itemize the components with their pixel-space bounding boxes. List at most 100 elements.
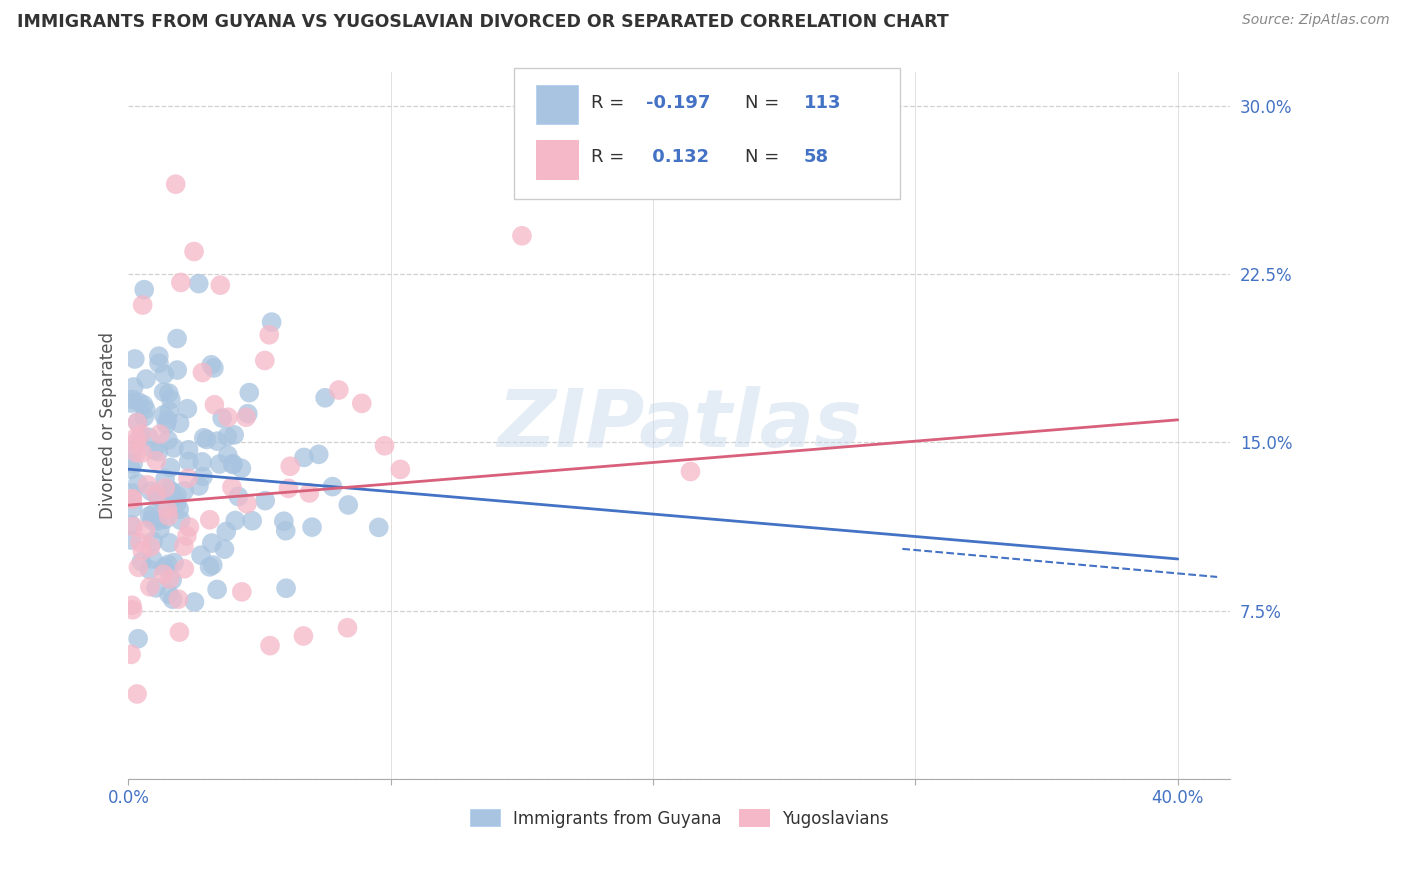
Point [121,486,143,500]
Point [162,592,184,607]
Point [328,383,350,397]
Point [146,514,169,528]
Point [200,358,222,372]
Point [127,476,149,491]
Point [131,543,153,558]
Point [301,520,323,534]
Point [217,448,239,462]
Point [122,500,145,515]
Point [367,520,389,534]
Point [209,278,232,293]
Point [139,580,162,594]
Point [153,512,176,526]
Point [148,445,170,459]
Point [138,430,160,444]
Point [129,430,152,444]
Point [177,471,200,485]
Point [292,629,315,643]
Point [167,502,190,516]
Point [125,446,148,460]
Point [122,457,145,471]
Point [135,402,157,417]
Point [231,461,253,475]
Point [193,431,215,445]
Point [160,484,183,499]
Point [187,277,209,291]
Point [156,433,179,447]
Point [120,648,142,662]
Point [145,581,167,595]
Point [169,513,191,527]
Point [336,621,359,635]
Point [337,498,360,512]
Point [298,486,321,500]
Point [198,513,221,527]
Point [149,427,172,442]
Point [679,465,702,479]
Point [157,508,180,523]
Point [208,457,231,471]
Point [215,524,238,539]
Point [131,446,153,460]
Point [235,410,257,425]
Point [183,595,205,609]
Text: 113: 113 [804,94,841,112]
Point [145,487,167,501]
Point [132,398,155,412]
Point [135,372,157,386]
Point [153,367,176,381]
Point [170,276,193,290]
Point [191,469,214,483]
Point [142,552,165,566]
Point [122,443,145,458]
Point [179,520,201,534]
Point [177,454,200,468]
Point [120,396,142,410]
Point [204,398,226,412]
Point [231,585,253,599]
Point [374,439,396,453]
Point [191,455,214,469]
Point [139,540,162,554]
Point [159,483,181,497]
Point [236,407,259,421]
Point [274,581,297,595]
Point [156,413,179,427]
Point [145,454,167,468]
Point [188,479,211,493]
Point [176,401,198,416]
Point [121,599,143,613]
FancyBboxPatch shape [515,69,900,199]
Point [121,392,143,407]
Point [127,632,149,646]
Point [125,430,148,444]
Point [138,563,160,577]
Point [163,556,186,570]
Legend: Immigrants from Guyana, Yugoslavians: Immigrants from Guyana, Yugoslavians [464,803,896,834]
Point [202,361,225,376]
Point [157,404,180,418]
Text: R =: R = [591,148,624,167]
Point [176,529,198,543]
Bar [536,86,578,124]
Point [195,433,218,447]
Point [166,496,188,510]
Text: Source: ZipAtlas.com: Source: ZipAtlas.com [1241,13,1389,28]
Point [169,625,191,640]
Point [125,435,148,450]
Point [169,417,191,431]
Point [173,539,195,553]
Point [149,522,172,536]
Point [152,408,174,422]
Point [142,534,165,549]
Text: 0.132: 0.132 [647,148,710,167]
Point [274,524,297,538]
Point [217,429,239,443]
Point [222,458,245,472]
Point [277,482,299,496]
Point [221,480,243,494]
Point [139,484,162,499]
Point [259,639,281,653]
Point [136,478,159,492]
Text: -0.197: -0.197 [647,94,710,112]
